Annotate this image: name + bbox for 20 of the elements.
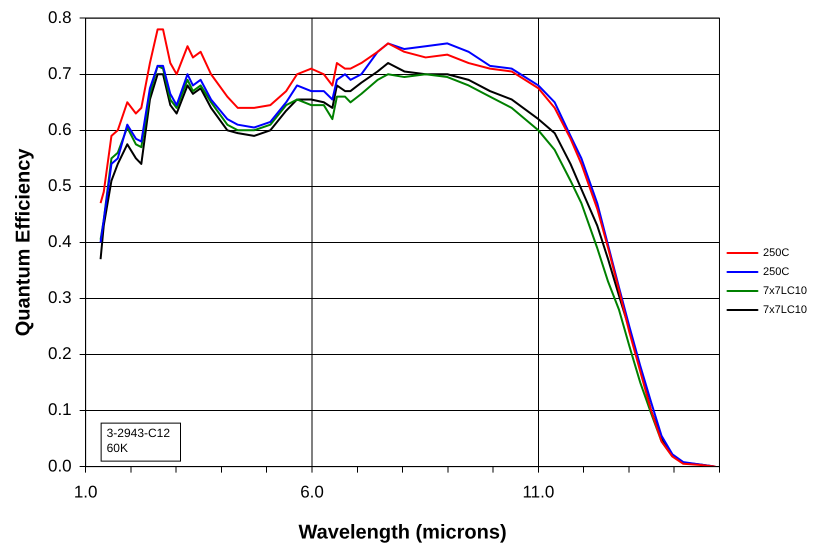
y-tick-label: 0.7 [48, 64, 72, 83]
annotation: 3-2943-C12 [106, 426, 170, 440]
x-tick-label: 6.0 [300, 482, 324, 502]
y-axis-title: Quantum Efficiency [12, 148, 35, 336]
legend-label: 250C [762, 247, 790, 260]
y-tick-label: 0.5 [48, 176, 72, 196]
legend-label: 250C [762, 266, 790, 278]
y-tick-label: 0.4 [48, 232, 72, 252]
y-tick-label: 0.6 [48, 120, 72, 139]
legend-label: 7x7LC10 [762, 304, 808, 316]
y-tick-label: 0.1 [48, 400, 72, 420]
x-tick-label: 1.0 [74, 482, 98, 502]
y-tick-label: 0.8 [48, 8, 72, 27]
y-tick-label: 0.3 [48, 288, 72, 308]
legend-label: 7x7LC10 [762, 285, 808, 298]
x-axis-title: Wavelength (microns) [298, 522, 507, 544]
x-tick-label: 11.0 [522, 482, 554, 502]
annotation: 60K [106, 440, 128, 455]
y-tick-label: 0.0 [48, 456, 72, 476]
y-tick-label: 0.2 [48, 344, 72, 364]
